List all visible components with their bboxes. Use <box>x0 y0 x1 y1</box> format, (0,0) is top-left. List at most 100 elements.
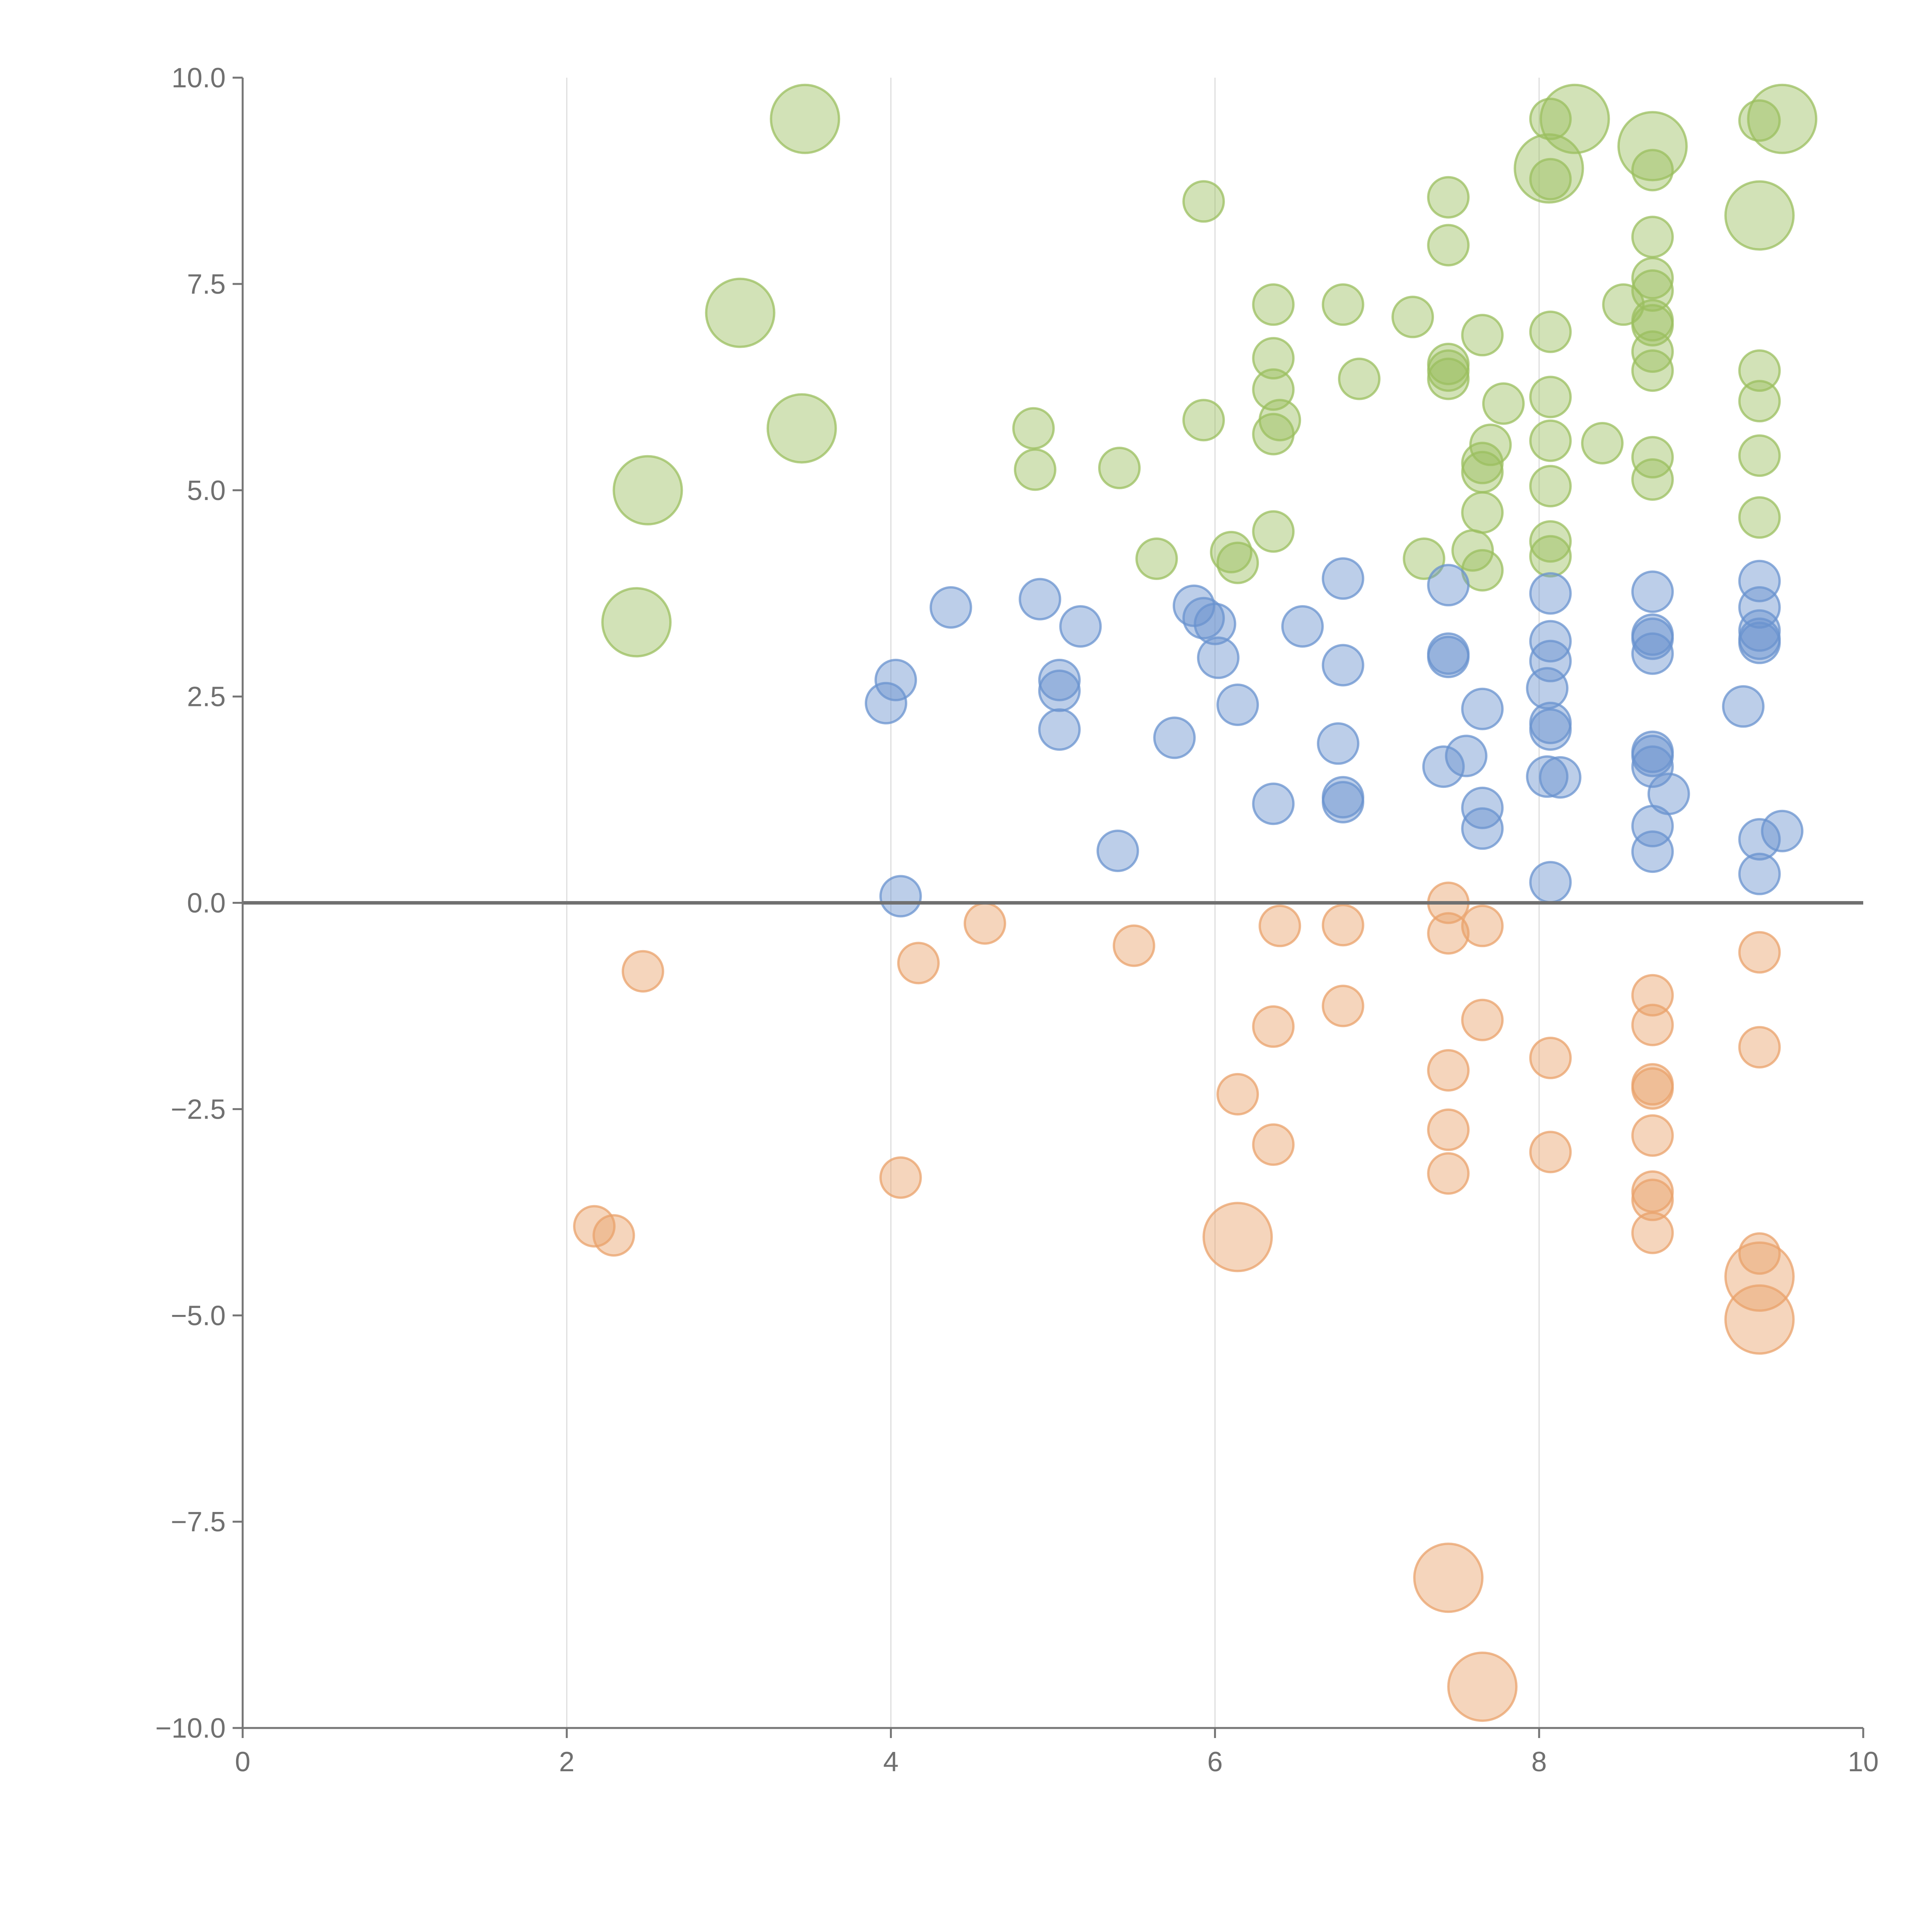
green-bubble-18 <box>1631 257 1674 299</box>
orange-bubble-33 <box>1202 1202 1273 1272</box>
blue-bubble-55 <box>1738 852 1781 895</box>
green-bubble-63 <box>1135 537 1178 580</box>
green-bubble-36 <box>1529 376 1572 418</box>
orange-bubble-29 <box>1631 1211 1674 1254</box>
blue-bubble-51 <box>1631 804 1674 847</box>
green-bubble-41 <box>1252 413 1295 456</box>
blue-bubble-2 <box>1059 605 1102 648</box>
blue-bubble-46 <box>1252 782 1295 825</box>
orange-bubble-5 <box>963 902 1006 945</box>
blue-bubble-15 <box>1738 621 1781 664</box>
blue-bubble-41 <box>1445 735 1488 777</box>
orange-bubble-9 <box>1738 931 1781 974</box>
green-bubble-11 <box>1427 176 1470 219</box>
x-tick-label-2: 4 <box>883 1747 899 1777</box>
green-bubble-61 <box>1403 537 1446 580</box>
bubble-layer <box>573 83 1818 1722</box>
blue-bubble-17 <box>1631 617 1674 660</box>
green-bubble-33 <box>1427 357 1470 400</box>
green-bubble-12 <box>1427 224 1470 267</box>
orange-bubble-6 <box>1112 924 1155 967</box>
blue-bubble-8 <box>1427 564 1470 607</box>
orange-bubble-21 <box>1427 1108 1470 1151</box>
green-bubble-29 <box>1529 310 1572 353</box>
green-bubble-17 <box>1631 216 1674 259</box>
green-bubble-53 <box>1738 434 1781 477</box>
green-bubble-54 <box>1529 465 1572 508</box>
green-bubble-49 <box>1529 419 1572 462</box>
green-bubble-3 <box>612 455 683 526</box>
orange-bubble-22 <box>1631 1114 1674 1157</box>
orange-bubble-23 <box>1252 1123 1295 1166</box>
green-bubble-45 <box>1098 447 1141 490</box>
blue-bubble-29 <box>1038 708 1081 751</box>
green-bubble-13 <box>1529 97 1572 140</box>
green-bubble-51 <box>1631 436 1674 479</box>
blue-bubble-25 <box>874 658 917 701</box>
green-bubble-37 <box>1738 349 1781 392</box>
y-tick-label-8: −10.0 <box>155 1713 226 1744</box>
green-bubble-57 <box>1252 510 1295 553</box>
orange-bubble-28 <box>1631 1179 1674 1221</box>
orange-bubble-16 <box>1529 1037 1572 1079</box>
blue-bubble-9 <box>1529 572 1572 615</box>
blue-bubble-10 <box>1631 570 1674 613</box>
y-tick-label-3: 2.5 <box>187 682 226 713</box>
y-tick-label-2: 5.0 <box>187 475 226 506</box>
orange-bubble-36 <box>1413 1543 1484 1613</box>
blue-bubble-33 <box>1461 687 1504 730</box>
orange-bubble-24 <box>1529 1131 1572 1173</box>
y-tick-label-0: 10.0 <box>172 63 226 94</box>
green-bubble-24 <box>1602 283 1645 326</box>
x-tick-label-0: 0 <box>235 1747 250 1777</box>
green-bubble-48 <box>1461 451 1504 493</box>
green-bubble-14 <box>1529 158 1572 201</box>
y-tick-label-5: −2.5 <box>171 1094 226 1125</box>
x-tick-label-5: 10 <box>1848 1747 1879 1777</box>
green-bubble-55 <box>1461 491 1504 534</box>
orange-bubble-15 <box>1461 998 1504 1041</box>
orange-bubble-17 <box>1427 1049 1470 1092</box>
blue-bubble-20 <box>1529 639 1572 682</box>
green-bubble-1 <box>705 277 776 348</box>
green-bubble-35 <box>1482 382 1525 425</box>
y-tick-label-1: 7.5 <box>187 269 226 300</box>
orange-bubble-31 <box>592 1214 635 1257</box>
blue-bubble-18 <box>1631 632 1674 675</box>
blue-bubble-7 <box>1321 557 1364 600</box>
green-bubble-59 <box>1529 535 1572 578</box>
x-tick-label-3: 6 <box>1207 1747 1223 1777</box>
orange-bubble-1 <box>1427 912 1470 955</box>
blue-bubble-56 <box>1529 861 1572 904</box>
blue-bubble-53 <box>1738 818 1781 861</box>
blue-bubble-57 <box>1096 830 1139 872</box>
orange-bubble-8 <box>621 950 664 993</box>
green-bubble-0 <box>770 83 840 154</box>
x-tick-label-1: 2 <box>559 1747 575 1777</box>
green-bubble-47 <box>1461 442 1504 485</box>
orange-bubble-30 <box>573 1205 616 1248</box>
blue-bubble-22 <box>1427 636 1470 679</box>
green-bubble-58 <box>1529 520 1572 563</box>
blue-bubble-34 <box>1526 667 1569 710</box>
blue-bubble-32 <box>1317 722 1360 765</box>
blue-bubble-0 <box>929 586 972 629</box>
orange-bubble-4 <box>1259 905 1301 947</box>
blue-bubble-5 <box>1194 602 1236 645</box>
blue-bubble-1 <box>1019 578 1061 621</box>
blue-bubble-37 <box>1722 685 1765 728</box>
green-bubble-2 <box>766 393 837 464</box>
blue-bubble-24 <box>1197 636 1240 679</box>
blue-bubble-39 <box>1631 735 1674 777</box>
green-bubble-16 <box>1738 99 1781 142</box>
orange-bubble-26 <box>879 1156 922 1199</box>
orange-bubble-25 <box>1427 1152 1470 1195</box>
blue-bubble-28 <box>1038 669 1081 712</box>
orange-bubble-18 <box>1216 1073 1259 1116</box>
blue-bubble-27 <box>1038 658 1081 701</box>
orange-bubble-11 <box>1631 1003 1674 1046</box>
blue-bubble-31 <box>1216 684 1259 726</box>
green-bubble-42 <box>1182 399 1225 442</box>
green-bubble-25 <box>1252 283 1295 326</box>
